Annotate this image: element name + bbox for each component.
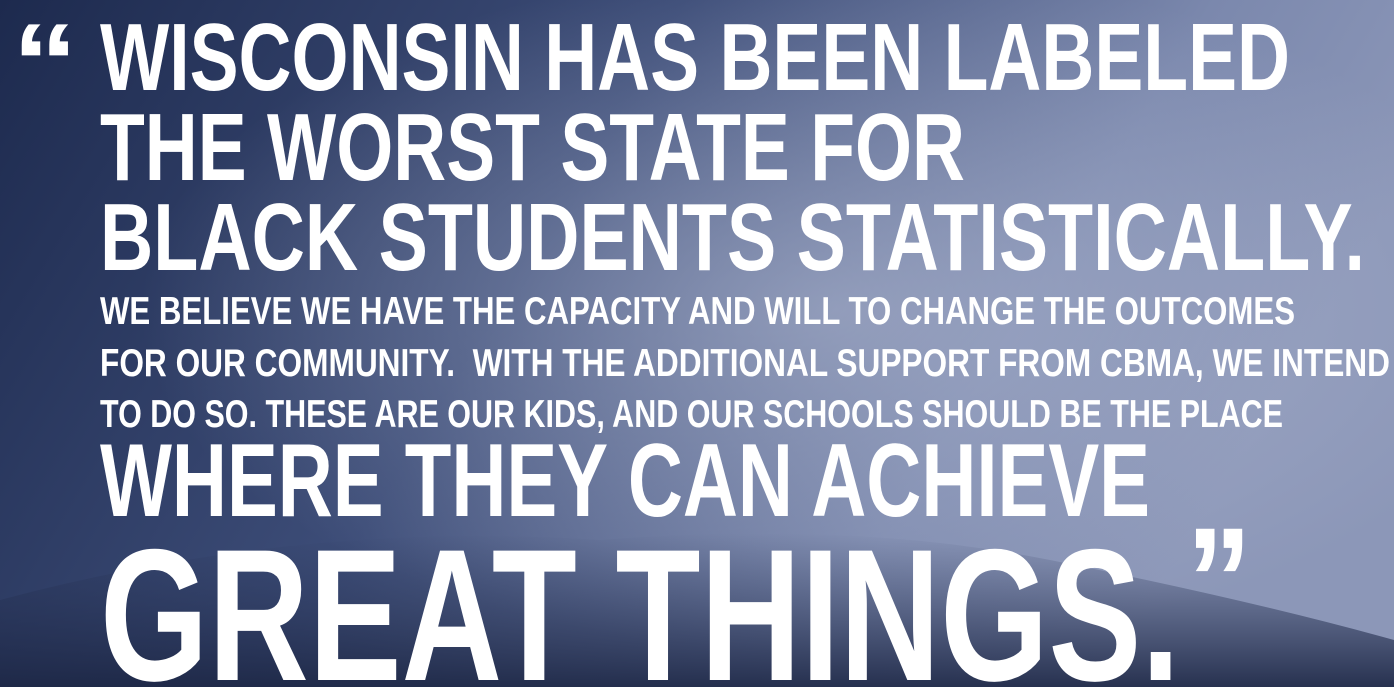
- headline-line: BLACK STUDENTS STATISTICALLY.: [100, 184, 1365, 291]
- body-line: FOR OUR COMMUNITY. WITH THE ADDITIONAL S…: [100, 342, 1390, 385]
- headline-line: GREAT THINGS.: [100, 510, 1180, 687]
- poster: “ WISCONSIN HAS BEEN LABELED THE WORST S…: [0, 0, 1394, 687]
- close-quote-mark: ”: [1186, 496, 1252, 664]
- open-quote-mark: “: [12, 1, 78, 124]
- body-line: WE BELIEVE WE HAVE THE CAPACITY AND WILL…: [100, 290, 1295, 333]
- page: “ WISCONSIN HAS BEEN LABELED THE WORST S…: [0, 0, 1394, 687]
